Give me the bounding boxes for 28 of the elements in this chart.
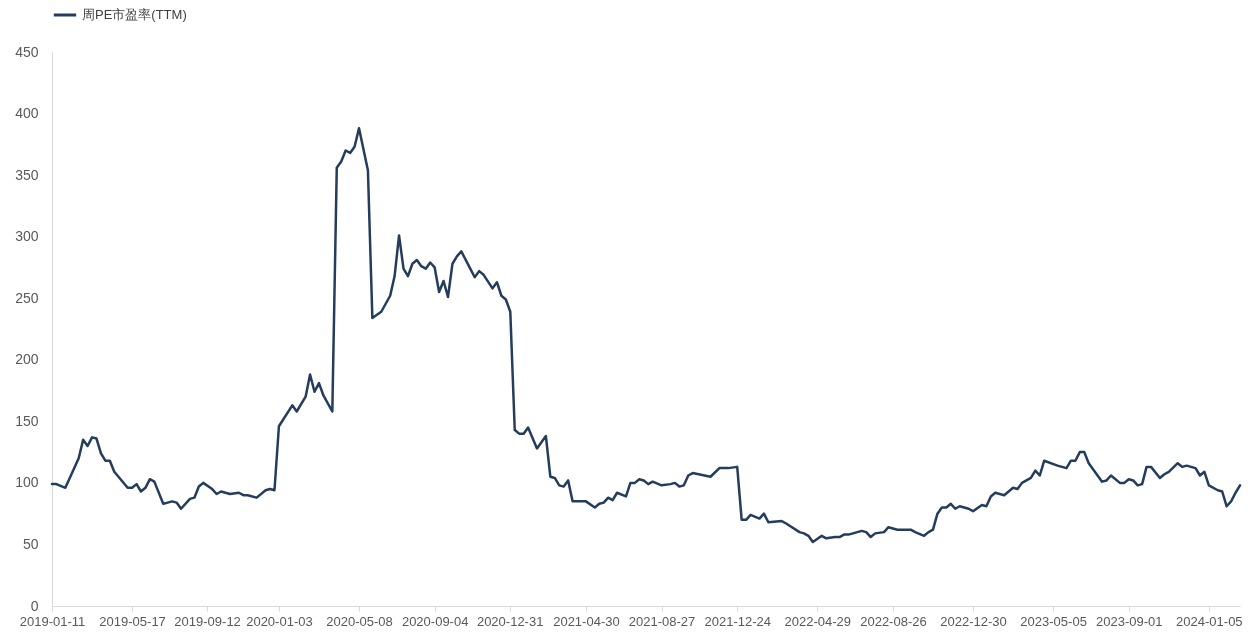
y-tick-label: 350 [15, 166, 39, 183]
x-tick-label: 2020-05-08 [326, 613, 393, 629]
y-tick-label: 250 [15, 289, 39, 306]
x-tick-label: 2021-04-30 [553, 613, 620, 629]
y-tick-label: 400 [15, 105, 39, 122]
y-tick-label: 100 [15, 474, 39, 491]
x-tick-label: 2020-12-31 [476, 613, 544, 629]
y-tick-label: 450 [15, 43, 39, 60]
x-tick-label: 2022-04-29 [784, 613, 852, 629]
x-tick-label: 2023-05-05 [1020, 613, 1087, 629]
x-tick-label: 2024-01-05 [1176, 613, 1243, 629]
legend-label: 周PE市盈率(TTM) [82, 7, 187, 22]
x-tick-label: 2019-09-12 [174, 613, 241, 629]
x-tick-label: 2020-01-03 [246, 613, 313, 629]
x-tick-label: 2020-09-04 [401, 613, 469, 629]
y-tick-label: 300 [15, 228, 39, 245]
y-tick-label: 50 [22, 535, 39, 552]
y-tick-label: 0 [30, 597, 39, 614]
y-tick-label: 200 [15, 351, 39, 368]
x-tick-label: 2021-12-24 [704, 613, 771, 629]
line-series [50, 127, 1242, 544]
x-tick-label: 2019-05-17 [99, 613, 166, 629]
x-tick-label: 2022-12-30 [940, 613, 1007, 629]
x-tick-label: 2021-08-27 [628, 613, 696, 629]
x-tick-label: 2023-09-01 [1096, 613, 1163, 629]
x-tick-label: 2019-01-11 [19, 613, 86, 629]
y-tick-label: 150 [15, 412, 39, 429]
x-tick-label: 2022-08-26 [860, 613, 927, 629]
